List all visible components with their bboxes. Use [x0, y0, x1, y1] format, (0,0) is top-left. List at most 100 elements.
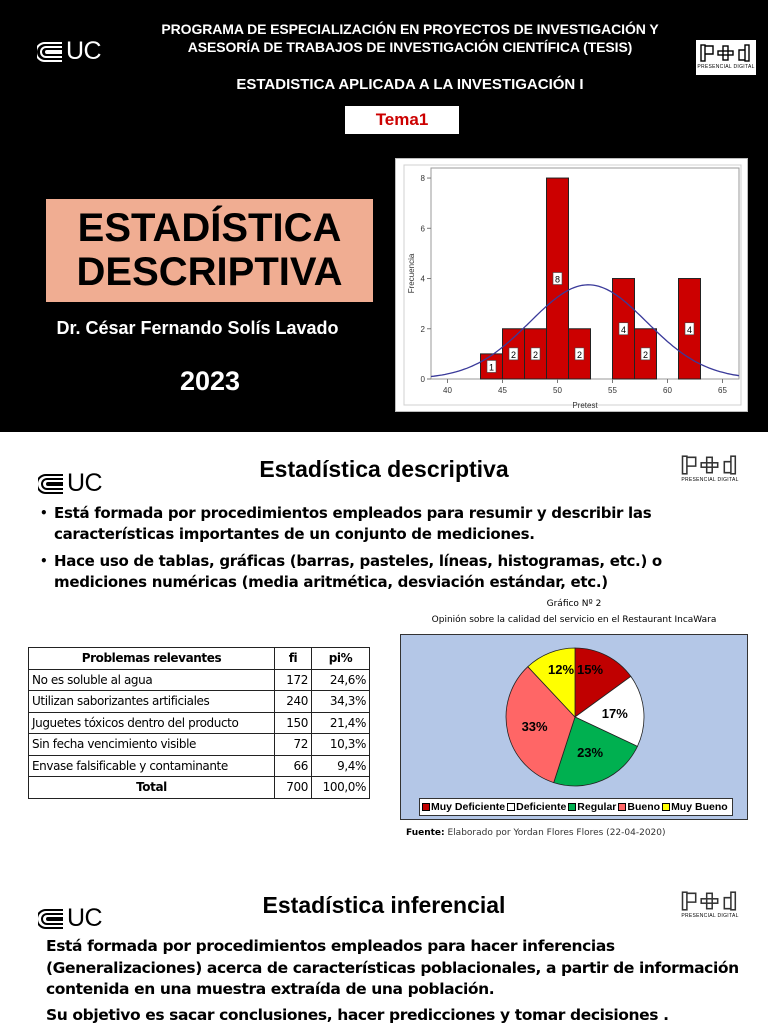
slide-title: Estadística inferencial: [262, 892, 506, 918]
inferential-stats-slide: UC Estadística inferencial PRESENCIAL DI…: [0, 862, 768, 1024]
histogram-chart: 1 2 2 8 2 4 2 4 0 2 4 6 8 40 45 50 55 60 65 Pretest Frecuenc…: [395, 158, 748, 412]
bar-label-box: [508, 347, 519, 361]
uc-logo: UC: [38, 469, 103, 498]
cover-slide: UC PROGRAMA DE ESPECIALIZACIÓN EN PROYEC…: [0, 0, 768, 432]
normal-curve: [430, 284, 740, 378]
cell-pi: 21,4%: [311, 711, 370, 734]
legend-swatch: [662, 803, 671, 811]
main-title-line-2: DESCRIPTIVA: [76, 250, 343, 294]
chart-source: Fuente: Elaborado por Yordan Flores Flor…: [406, 828, 666, 838]
bar-label: 4: [687, 325, 692, 335]
definition-paragraph: Está formada por procedimientos empleado…: [46, 937, 739, 998]
pie-slice-label: 15%: [577, 662, 603, 677]
header-fi: fi: [274, 647, 312, 670]
legend-swatch: [618, 803, 627, 811]
table-row: Utilizan saborizantes artificiales 240 3…: [28, 690, 370, 713]
y-tick-label: 2: [421, 325, 426, 334]
pd-logo-icon: [700, 44, 750, 62]
uc-logo: UC: [37, 37, 102, 66]
legend-item: Muy Bueno: [662, 801, 728, 813]
main-title: ESTADÍSTICA DESCRIPTIVA: [46, 199, 373, 302]
cell-problem: Utilizan saborizantes artificiales: [28, 690, 275, 713]
pie-slice-label: 17%: [602, 706, 628, 721]
pd-logo-icon: [681, 891, 737, 911]
bar-label-box: [552, 272, 563, 285]
y-axis-label: Frecuencia: [407, 253, 416, 293]
year: 2023: [179, 366, 241, 396]
legend-label: Muy Deficiente: [431, 801, 506, 813]
objective-paragraph: Su objetivo es sacar conclusiones, hacer…: [46, 1006, 669, 1024]
chart-frame: [403, 164, 742, 406]
bar-label: 4: [621, 325, 626, 335]
pie-chart: 15% 17% 23% 33% 12% Muy Deficiente Deficiente…: [400, 634, 748, 820]
x-tick-label: 65: [718, 386, 727, 395]
pie-slice: [574, 675, 645, 747]
cell-total-fi: 700: [274, 776, 312, 799]
y-tick-label: 8: [421, 174, 426, 183]
x-tick-label: 45: [498, 386, 507, 395]
header-problem: Problemas relevantes: [28, 647, 275, 670]
x-tick-label: 40: [443, 386, 452, 395]
legend-label: Muy Bueno: [671, 801, 728, 813]
table-row: Sin fecha vencimiento visible 72 10,3%: [28, 733, 370, 756]
table-header-row: Problemas relevantes fi pi%: [28, 647, 370, 670]
cell-fi: 72: [274, 733, 312, 756]
cell-problem: Juguetes tóxicos dentro del producto: [28, 711, 275, 734]
bullet-item: Hace uso de tablas, gráficas (barras, pa…: [40, 551, 755, 593]
program-line-2: ASESORÍA DE TRABAJOS DE INVESTIGACIÓN CI…: [187, 39, 633, 55]
pie-slice: [505, 666, 576, 784]
x-axis-label: Pretest: [572, 401, 598, 410]
bar-label-box: [640, 347, 651, 361]
bar-label: 2: [533, 350, 538, 360]
uc-book-icon: [37, 41, 62, 62]
bar-label: 1: [489, 362, 494, 372]
cell-pi: 24,6%: [311, 668, 370, 691]
cell-problem: Envase falsificable y contaminante: [28, 754, 275, 777]
cell-pi: 34,3%: [311, 690, 370, 713]
x-tick-label: 50: [553, 386, 562, 395]
presencial-digital-logo: PRESENCIAL DIGITAL: [679, 454, 741, 483]
y-tick-label: 4: [421, 275, 426, 284]
legend-item: Muy Deficiente: [422, 801, 505, 813]
cell-problem: Sin fecha vencimiento visible: [28, 733, 275, 756]
y-tick-label: 0: [421, 375, 426, 384]
source-label: Fuente:: [406, 828, 445, 838]
pie-slice: [527, 647, 576, 719]
problems-table: Problemas relevantes fi pi% No es solubl…: [28, 647, 370, 799]
pie-slice-label: 23%: [577, 745, 603, 760]
main-title-line-1: ESTADÍSTICA: [77, 206, 342, 250]
legend-label: Deficiente: [516, 801, 567, 813]
legend-item: Deficiente: [507, 801, 566, 813]
header-pi: pi%: [311, 647, 370, 670]
pd-caption: PRESENCIAL DIGITAL: [681, 477, 739, 483]
pd-caption: PRESENCIAL DIGITAL: [681, 913, 739, 919]
legend-swatch: [422, 803, 430, 811]
uc-logo-text: UC: [66, 37, 102, 65]
legend-label: Bueno: [627, 801, 661, 813]
cell-pi: 10,3%: [311, 733, 370, 756]
cell-fi: 240: [274, 690, 312, 713]
pd-logo-icon: [681, 455, 737, 475]
legend-item: Bueno: [618, 801, 660, 813]
bullet-list: Está formada por procedimientos empleado…: [40, 503, 755, 599]
bar-label: 2: [511, 350, 516, 360]
course-title: ESTADISTICA APLICADA A LA INVESTIGACIÓN …: [236, 76, 584, 93]
cell-total-pi: 100,0%: [311, 776, 370, 799]
chart-title: Opinión sobre la calidad del servicio en…: [431, 615, 717, 625]
slide-title: Estadística descriptiva: [259, 456, 509, 482]
bar-label: 2: [643, 350, 648, 360]
uc-book-icon: [38, 908, 63, 929]
program-line-1: PROGRAMA DE ESPECIALIZACIÓN EN PROYECTOS…: [161, 21, 659, 37]
table-row: No es soluble al agua 172 24,6%: [28, 668, 370, 691]
cell-fi: 66: [274, 754, 312, 777]
pd-caption: PRESENCIAL DIGITAL: [697, 64, 755, 70]
uc-logo-text: UC: [67, 469, 103, 497]
cell-total-label: Total: [28, 776, 275, 799]
legend-item: Regular: [568, 801, 616, 813]
pie-slice: [553, 716, 638, 787]
pie-legend: Muy Deficiente Deficiente Regular Bueno Muy …: [419, 798, 733, 816]
presencial-digital-logo: PRESENCIAL DIGITAL: [679, 890, 741, 919]
cell-fi: 172: [274, 668, 312, 691]
author-name: Dr. César Fernando Solís Lavado: [56, 318, 339, 338]
descriptive-stats-slide: UC Estadística descriptiva PRESENCIAL DI…: [0, 432, 768, 862]
